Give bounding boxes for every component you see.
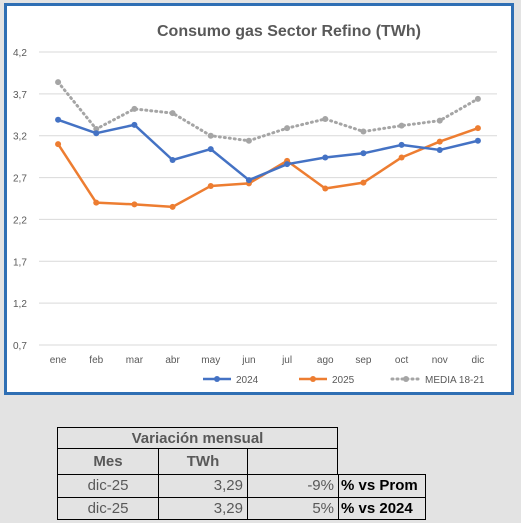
- data-point: [398, 122, 405, 129]
- data-point: [322, 154, 329, 161]
- data-point: [322, 185, 329, 192]
- data-point: [55, 79, 62, 86]
- data-point: [322, 115, 329, 122]
- row2-pct: 5%: [247, 498, 338, 520]
- x-tick-label: abr: [165, 355, 180, 366]
- data-point: [207, 132, 214, 139]
- data-point: [360, 150, 367, 157]
- y-tick-label: 1,2: [13, 299, 27, 310]
- x-tick-label: jun: [241, 355, 255, 366]
- x-tick-label: oct: [395, 355, 409, 366]
- data-point: [169, 156, 176, 163]
- series-line-2024: [57, 118, 479, 182]
- x-tick-label: ago: [317, 355, 334, 366]
- x-tick-label: may: [201, 355, 220, 366]
- data-point: [474, 125, 481, 132]
- series-line-media-18-21: [56, 80, 480, 143]
- data-point: [245, 137, 252, 144]
- col-header-blank: [247, 449, 338, 475]
- data-point: [436, 117, 443, 124]
- legend-marker: [403, 376, 409, 382]
- data-point: [360, 128, 367, 135]
- data-point: [436, 146, 443, 153]
- y-tick-label: 1,7: [13, 257, 27, 268]
- y-tick-label: 2,2: [13, 215, 27, 226]
- data-point: [360, 179, 367, 186]
- data-point: [474, 137, 481, 144]
- y-tick-label: 4,2: [13, 48, 27, 59]
- data-point: [55, 116, 62, 123]
- row2-label: % vs 2024: [338, 497, 426, 520]
- data-point: [474, 95, 481, 102]
- data-point: [284, 161, 291, 168]
- y-tick-label: 0,7: [13, 341, 27, 352]
- series-line-2025: [57, 127, 479, 209]
- data-point: [436, 138, 443, 145]
- x-tick-label: feb: [89, 355, 103, 366]
- legend-marker: [214, 376, 220, 382]
- x-tick-label: dic: [472, 355, 485, 366]
- data-point: [55, 141, 62, 148]
- data-point: [398, 141, 405, 148]
- data-point: [284, 125, 291, 132]
- table-title: Variación mensual: [57, 427, 338, 449]
- data-point: [169, 110, 176, 117]
- data-point: [93, 130, 100, 137]
- row1-mes: dic-25: [57, 475, 158, 498]
- data-point: [169, 203, 176, 210]
- x-tick-label: sep: [355, 355, 372, 366]
- data-point: [245, 177, 252, 184]
- x-tick-label: ene: [50, 355, 67, 366]
- data-point: [207, 182, 214, 189]
- col-header-twh: TWh: [158, 449, 247, 475]
- data-point: [207, 146, 214, 153]
- legend-label: 2024: [236, 375, 259, 386]
- legend-label: 2025: [332, 375, 355, 386]
- x-tick-label: nov: [432, 355, 448, 366]
- data-point: [131, 121, 138, 128]
- row2-mes: dic-25: [57, 498, 158, 520]
- data-point: [131, 201, 138, 208]
- line-chart: Consumo gas Sector Refino (TWh) 4,2 3,7 3,2…: [13, 23, 497, 386]
- row2-twh: 3,29: [158, 498, 247, 520]
- y-tick-label: 3,2: [13, 132, 27, 143]
- data-point: [93, 126, 100, 133]
- data-point: [93, 199, 100, 206]
- row1-pct: -9%: [247, 475, 338, 498]
- data-point: [398, 154, 405, 161]
- row1-label: % vs Prom: [338, 474, 426, 498]
- col-header-mes: Mes: [57, 449, 158, 475]
- data-point: [131, 105, 138, 112]
- chart-frame: Consumo gas Sector Refino (TWh) 4,2 3,7 3,2…: [4, 3, 514, 395]
- y-tick-label: 2,7: [13, 174, 27, 185]
- x-tick-label: jul: [281, 355, 292, 366]
- legend-label: MEDIA 18-21: [425, 375, 485, 386]
- y-tick-label: 3,7: [13, 90, 27, 101]
- x-tick-label: mar: [126, 355, 144, 366]
- legend-marker: [310, 376, 316, 382]
- row1-twh: 3,29: [158, 475, 247, 498]
- chart-title: Consumo gas Sector Refino (TWh): [157, 23, 421, 40]
